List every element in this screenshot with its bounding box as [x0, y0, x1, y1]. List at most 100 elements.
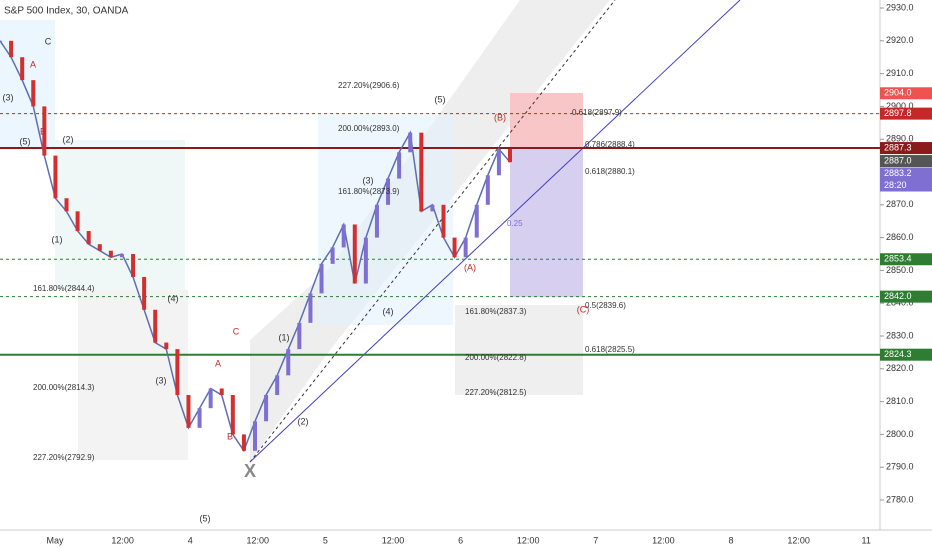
price-tag — [880, 87, 932, 100]
candle — [53, 155, 58, 199]
annotation: 0.786(2888.4) — [585, 140, 635, 149]
y-tick-label: 2920.0 — [886, 35, 914, 45]
candle — [119, 254, 124, 258]
candle — [175, 349, 180, 396]
candle — [108, 250, 113, 258]
x-tick-label: 5 — [323, 535, 328, 545]
wave-label: (5) — [435, 94, 446, 104]
candle — [9, 40, 14, 58]
price-tag-label: 2904.0 — [884, 88, 912, 98]
annotation: 227.20%(2812.5) — [465, 388, 527, 397]
candle — [374, 204, 379, 238]
annotation: 227.20%(2792.9) — [33, 453, 95, 462]
candle — [20, 57, 25, 81]
stop-zone — [510, 93, 583, 148]
wave-label: B — [227, 431, 233, 441]
wave-label: (A) — [464, 262, 476, 272]
candle — [419, 132, 424, 212]
price-tag — [880, 155, 932, 168]
wave-label: (4) — [383, 306, 394, 316]
candle — [386, 178, 391, 205]
x-tick-label: 12:00 — [517, 535, 540, 545]
candle — [75, 211, 80, 232]
candle — [0, 40, 2, 42]
candle — [230, 395, 235, 435]
candle — [131, 254, 136, 277]
annotation: 200.00%(2893.0) — [338, 124, 400, 133]
wave-label: A — [215, 358, 221, 368]
price-tag-label: 2883.2 — [884, 168, 912, 178]
candle — [408, 132, 413, 153]
candle — [452, 237, 457, 258]
y-tick-label: 2790.0 — [886, 462, 914, 472]
candle — [430, 204, 435, 212]
price-tag — [880, 290, 932, 303]
candle — [496, 149, 501, 176]
candle — [264, 395, 269, 422]
target-zone — [510, 148, 583, 297]
annotation: 0.5(2839.6) — [585, 301, 626, 310]
countdown: 28:20 — [884, 180, 907, 190]
wave-label: C — [45, 36, 52, 46]
candle — [164, 342, 169, 350]
candle — [341, 224, 346, 248]
wave-label: C — [233, 326, 240, 336]
candle — [275, 375, 280, 396]
y-tick-label: 2890.0 — [886, 134, 914, 144]
annotation: 0.25 — [507, 219, 523, 228]
x-tick-label: 6 — [458, 535, 463, 545]
candle — [474, 204, 479, 238]
price-tag — [880, 142, 932, 155]
candle — [463, 237, 468, 258]
y-tick-label: 2820.0 — [886, 363, 914, 373]
y-tick-label: 2800.0 — [886, 429, 914, 439]
zone — [318, 115, 453, 325]
price-tag-label: 2897.8 — [884, 108, 912, 118]
candle — [485, 175, 490, 205]
y-tick-label: 2810.0 — [886, 396, 914, 406]
candle — [297, 322, 302, 350]
annotation: 0.618(2825.5) — [585, 345, 635, 354]
y-tick-label: 2860.0 — [886, 232, 914, 242]
candle — [64, 198, 69, 212]
x-tick-label: 4 — [188, 535, 193, 545]
wave-label: A — [30, 59, 36, 69]
annotation: 0.618(2897.9) — [572, 108, 622, 117]
wave-label: (1) — [279, 332, 290, 342]
candle — [97, 244, 102, 251]
candle — [197, 408, 202, 428]
annotation: 227.20%(2906.6) — [338, 81, 400, 90]
candle — [352, 224, 357, 284]
x-tick-label: 8 — [728, 535, 733, 545]
candle — [42, 106, 47, 156]
countdown-tag — [880, 179, 932, 192]
chart-title: S&P 500 Index, 30, OANDA — [4, 6, 129, 17]
candle — [508, 149, 512, 163]
candle — [441, 204, 446, 238]
y-tick-label: 2780.0 — [886, 494, 914, 504]
candle — [219, 388, 224, 396]
y-tick-label: 2850.0 — [886, 265, 914, 275]
wave-label: B — [40, 126, 46, 136]
x-tick-label: 7 — [593, 535, 598, 545]
x-tick-label: 12:00 — [382, 535, 405, 545]
wave-label: X — [244, 461, 256, 481]
wave-label: (C) — [577, 304, 590, 314]
candle — [286, 349, 291, 376]
price-tag-label: 2887.0 — [884, 155, 912, 165]
price-tag-label: 2853.4 — [884, 254, 912, 264]
trend-line — [249, 0, 741, 463]
x-tick-label: 12:00 — [652, 535, 675, 545]
wave-label: (3) — [156, 375, 167, 385]
x-tick-label: May — [46, 535, 64, 545]
candle — [241, 434, 246, 451]
x-tick-label: 12:00 — [111, 535, 134, 545]
zone — [455, 305, 583, 395]
annotation: 161.80%(2844.4) — [33, 284, 95, 293]
x-tick-label: 12:00 — [247, 535, 270, 545]
candle — [208, 388, 213, 409]
y-tick-label: 2900.0 — [886, 101, 914, 111]
y-tick-label: 2930.0 — [886, 2, 914, 12]
wave-label: (5) — [20, 136, 31, 146]
